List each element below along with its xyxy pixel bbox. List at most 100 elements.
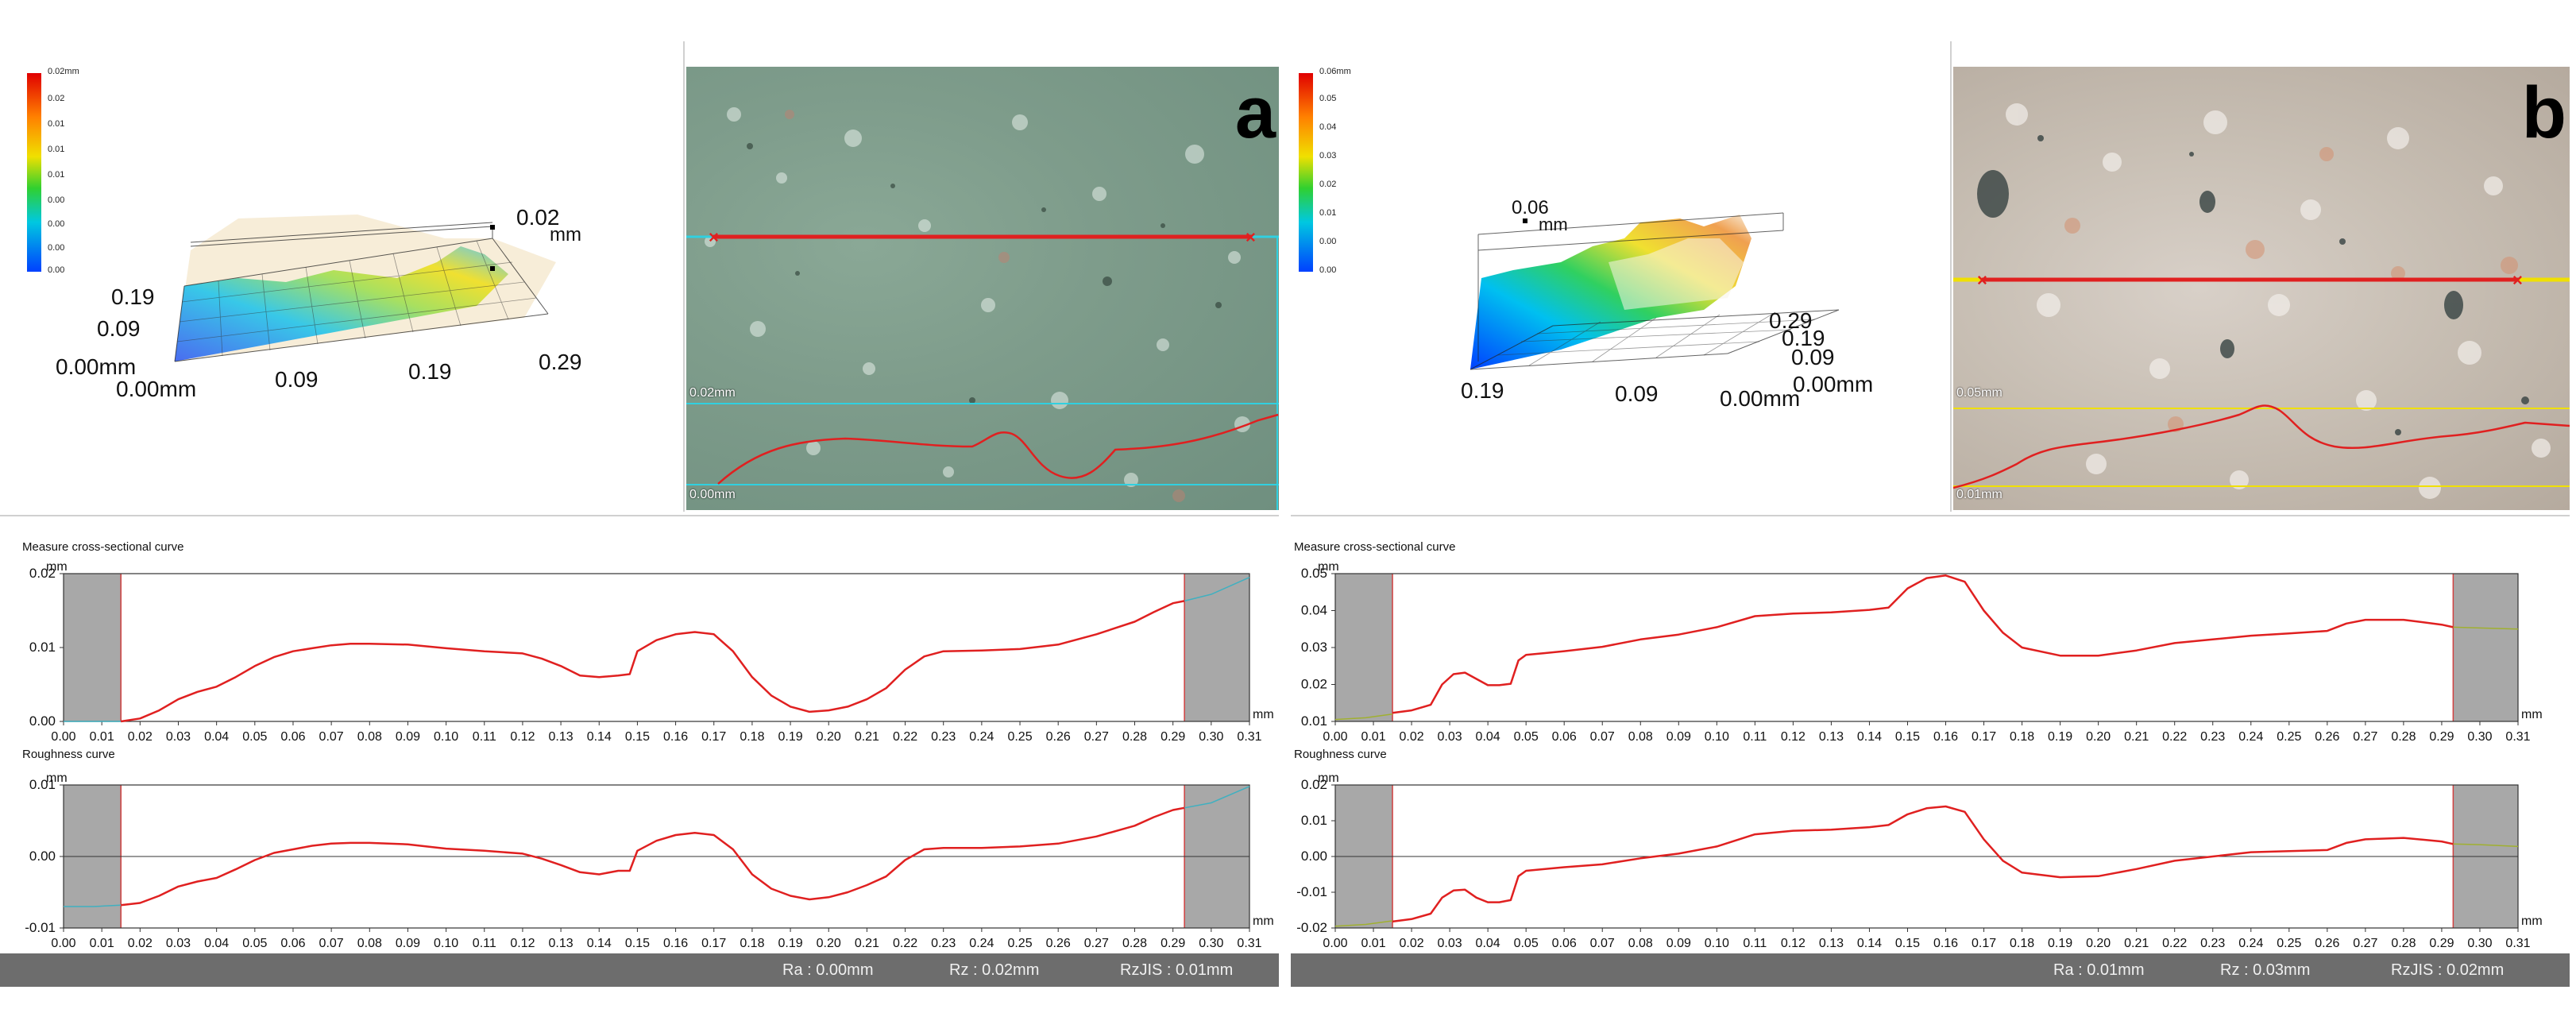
x-axis-label: 0.09 (1615, 381, 1659, 406)
section-divider (1291, 515, 2570, 516)
x-tick-label: 0.05 (1514, 730, 1539, 744)
x-tick-label: 0.01 (90, 730, 114, 744)
x-tick-label: 0.05 (242, 937, 267, 950)
y-tick-label: 0.01 (29, 777, 56, 792)
x-tick-label: 0.27 (2353, 937, 2377, 950)
chart-title: Measure cross-sectional curve (1294, 540, 1456, 554)
x-tick-label: 0.19 (778, 730, 802, 744)
cross-section-chart: 0.02 0.01 0.000.00 0.01 0.02 0.03 0.04 0.05 0.06… (29, 560, 1274, 744)
profile-series-line (1392, 805, 2454, 923)
x-tick-label: 0.07 (319, 937, 344, 950)
colorbar-label: 0.00 (48, 243, 65, 253)
rzjis-value: RzJIS : 0.02mm (2391, 961, 2505, 979)
x-tick-label: 0.11 (473, 730, 496, 744)
x-tick-label: 0.04 (204, 730, 229, 744)
x-tick-label: 0.01 (1361, 937, 1385, 950)
excluded-region (1184, 574, 1249, 721)
x-tick-label: 0.17 (701, 937, 726, 950)
x-tick-label: 0.00 (1323, 730, 1347, 744)
x-tick-label: 0.29 (2429, 937, 2454, 950)
y-axis-unit: mm (1318, 771, 1339, 785)
excluded-segment (1334, 713, 1393, 721)
x-tick-label: 0.07 (1590, 937, 1615, 950)
x-tick-label: 0.09 (396, 937, 420, 950)
x-tick-label: 0.25 (1007, 937, 1032, 950)
x-tick-label: 0.17 (1972, 730, 1996, 744)
x-tick-label: 0.05 (1514, 937, 1539, 950)
x-tick-label: 0.17 (701, 730, 726, 744)
x-axis-unit: mm (1253, 708, 1274, 721)
x-tick-label: 0.16 (663, 937, 688, 950)
x-tick-label: 0.30 (2467, 730, 2492, 744)
y-tick-label: 0.02 (1301, 777, 1327, 792)
svg-text:×: × (709, 227, 719, 247)
surface-3d-view (174, 215, 556, 362)
colorbar-label: 0.00 (48, 195, 65, 205)
photo-overlay: × × (686, 107, 1279, 510)
chart-title: Roughness curve (1294, 748, 1387, 761)
x-tick-label: 0.16 (1933, 937, 1958, 950)
excluded-segment (64, 904, 122, 907)
x-tick-label: 0.13 (549, 937, 574, 950)
y-axis-label: 0.00mm (1793, 372, 1874, 396)
x-tick-label: 0.08 (357, 730, 382, 744)
x-tick-label: 0.05 (242, 730, 267, 744)
x-tick-label: 0.21 (855, 730, 879, 744)
x-tick-label: 0.13 (1819, 937, 1844, 950)
x-tick-label: 0.02 (128, 937, 153, 950)
x-axis-unit: mm (2521, 708, 2543, 721)
x-tick-label: 0.01 (90, 937, 114, 950)
y-tick-label: 0.01 (1301, 813, 1327, 828)
x-tick-label: 0.06 (280, 937, 305, 950)
colorbar-label: 0.01 (48, 170, 65, 180)
x-tick-label: 0.18 (740, 730, 764, 744)
x-tick-label: 0.16 (663, 730, 688, 744)
x-tick-label: 0.21 (2124, 730, 2149, 744)
x-tick-label: 0.12 (1781, 730, 1806, 744)
section-divider (0, 515, 1279, 516)
x-tick-label: 0.07 (319, 730, 344, 744)
panel-letter: a (1234, 72, 1276, 153)
x-tick-label: 0.03 (166, 937, 191, 950)
y-axis-label: 0.09 (97, 316, 141, 341)
x-tick-label: 0.19 (2048, 937, 2072, 950)
x-tick-label: 0.06 (1552, 937, 1577, 950)
photo-scale-label: 0.02mm (689, 386, 736, 400)
y-axis-unit: mm (46, 560, 68, 574)
x-tick-label: 0.26 (1046, 730, 1071, 744)
colorbar-label: 0.02mm (48, 67, 79, 76)
x-axis-label: 0.00mm (116, 377, 197, 401)
x-tick-label: 0.30 (2467, 937, 2492, 950)
x-tick-label: 0.04 (1476, 730, 1500, 744)
x-tick-label: 0.06 (280, 730, 305, 744)
photo-scale-label: 0.00mm (689, 488, 736, 501)
x-tick-label: 0.01 (1361, 730, 1385, 744)
cross-section-chart: 0.050.040.030.020.010.00 0.01 0.02 0.03 0.04… (1301, 560, 2543, 744)
x-tick-label: 0.13 (549, 730, 574, 744)
y-tick-label: 0.05 (1301, 566, 1327, 581)
excluded-region (2453, 574, 2518, 721)
photo-overlay: × × (1953, 103, 2570, 499)
y-tick-label: 0.01 (29, 640, 56, 655)
vertical-divider (683, 41, 685, 512)
x-tick-label: 0.19 (2048, 730, 2072, 744)
y-axis-label: 0.00mm (56, 354, 137, 379)
z-axis-unit-label: mm (550, 224, 581, 246)
roughness-chart: 0.01 0.00 -0.01 0.00 0.01 0.02 0.03 0.04 0.05 0.0… (25, 771, 1273, 950)
colorbar-label: 0.04 (1319, 122, 1337, 132)
x-tick-label: 0.27 (1084, 730, 1109, 744)
x-tick-label: 0.18 (740, 937, 764, 950)
x-tick-label: 0.31 (1237, 937, 1261, 950)
x-tick-label: 0.24 (2238, 937, 2263, 950)
x-tick-label: 0.20 (817, 937, 841, 950)
excluded-segment (1334, 920, 1393, 927)
x-tick-label: 0.25 (1007, 730, 1032, 744)
x-tick-label: 0.25 (2277, 937, 2301, 950)
x-tick-label: 0.11 (1743, 730, 1767, 744)
x-tick-label: 0.09 (1666, 937, 1691, 950)
x-tick-label: 0.10 (434, 730, 458, 744)
excluded-segment (1184, 786, 1250, 809)
x-tick-label: 0.22 (893, 730, 917, 744)
x-tick-label: 0.31 (2505, 937, 2530, 950)
colorbar-label: 0.01 (48, 145, 65, 154)
